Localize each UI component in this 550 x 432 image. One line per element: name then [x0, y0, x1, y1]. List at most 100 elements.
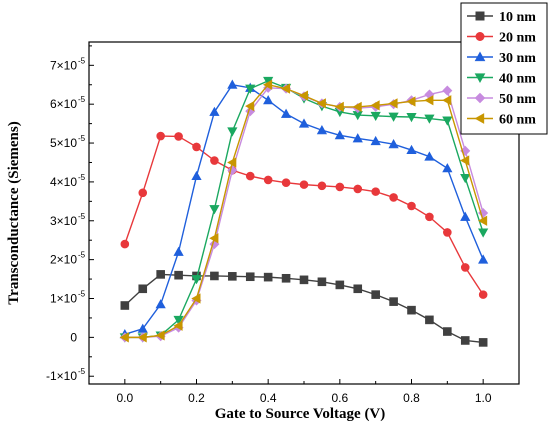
data-point: [155, 299, 166, 309]
data-point: [210, 156, 219, 165]
series-30-nm: [119, 79, 489, 339]
legend-marker: [474, 113, 485, 124]
data-point: [335, 280, 345, 290]
data-point: [352, 101, 362, 113]
data-point: [442, 116, 453, 126]
data-point: [174, 270, 183, 280]
y-tick-exponent: -5: [78, 251, 86, 260]
data-point: [174, 132, 183, 141]
data-point: [173, 246, 184, 256]
data-point: [478, 338, 488, 347]
y-tick-exponent: -5: [78, 290, 86, 299]
legend-marker: [475, 31, 485, 41]
series-40-nm: [119, 76, 489, 343]
data-point: [370, 135, 381, 146]
data-point: [425, 212, 434, 222]
x-tick-label: 0.8: [403, 391, 420, 405]
legend: 10 nm 20 nm 30 nm 40 nm 50 nm 60 nm: [460, 2, 548, 135]
legend-marker: [475, 11, 485, 21]
data-point: [478, 228, 489, 238]
legend-box: [460, 2, 548, 135]
legend-label: 40 nm: [499, 72, 536, 87]
data-point: [478, 254, 489, 264]
data-point: [227, 127, 238, 137]
y-tick-label: 7×10: [50, 58, 77, 72]
x-tick-label: 1.0: [475, 391, 492, 405]
x-tick-label: 0.0: [116, 391, 133, 405]
data-point: [120, 239, 130, 249]
data-point: [191, 293, 201, 304]
y-tick-label: 2×10: [50, 253, 77, 267]
y-axis-title: Transconductance (Siemens): [6, 121, 22, 304]
data-point: [316, 125, 328, 135]
y-tick-label: 6×10: [50, 97, 77, 111]
data-point: [137, 332, 147, 343]
data-point: [371, 290, 380, 299]
data-point: [120, 301, 130, 310]
data-point: [406, 113, 417, 123]
data-point: [173, 315, 184, 326]
data-point: [191, 170, 202, 181]
data-point: [245, 101, 255, 112]
data-point: [298, 118, 310, 128]
x-axis-ticks: 0.0 0.2 0.4 0.6 0.8 1.0: [116, 379, 520, 405]
data-point: [281, 178, 291, 187]
data-point: [334, 130, 345, 140]
data-point: [371, 187, 380, 196]
data-point: [424, 151, 435, 161]
data-point: [263, 272, 273, 282]
y-tick-exponent: -5: [78, 367, 86, 376]
data-point: [210, 271, 219, 281]
data-point: [263, 175, 273, 185]
data-point: [191, 275, 202, 285]
y-tick-exponent: -5: [78, 212, 86, 221]
legend-marker: [474, 92, 486, 104]
series-60-nm: [119, 79, 488, 343]
data-point: [477, 215, 488, 226]
data-point: [388, 98, 398, 109]
data-point: [209, 233, 219, 244]
legend-label: 50 nm: [499, 92, 536, 107]
y-tick-exponent: -5: [78, 56, 86, 65]
x-tick-label: 0.6: [331, 391, 348, 405]
y-tick-label: 4×10: [50, 175, 77, 189]
data-point: [173, 320, 183, 331]
data-point: [353, 284, 363, 294]
data-point: [317, 277, 327, 287]
data-point: [138, 188, 148, 198]
data-point: [192, 142, 201, 152]
data-point: [263, 95, 274, 105]
data-point: [460, 174, 471, 184]
data-point: [334, 101, 344, 113]
data-point: [209, 205, 220, 215]
data-point: [407, 305, 416, 315]
x-tick-label: 0.4: [260, 391, 277, 405]
data-point: [353, 184, 363, 194]
data-point: [262, 79, 273, 90]
legend-marker: [474, 73, 486, 83]
data-point: [299, 275, 309, 285]
data-point: [442, 85, 453, 96]
data-point: [138, 284, 148, 294]
data-point: [245, 272, 255, 282]
legend-label: 60 nm: [499, 113, 536, 128]
data-point: [280, 83, 291, 94]
data-point: [370, 100, 380, 111]
y-tick-label: -1×10: [46, 369, 77, 383]
data-point: [460, 211, 471, 221]
y-axis-ticks: -1×10 -501×10 -52×10 -53×10 -54×10 -55×10 -56×…: [46, 45, 94, 383]
data-point: [407, 201, 416, 211]
y-tick-exponent: -5: [78, 95, 86, 104]
data-point: [227, 157, 237, 168]
data-point: [443, 228, 452, 237]
y-tick-label: 5×10: [50, 136, 77, 150]
series-layer: [119, 76, 489, 347]
legend-label: 30 nm: [499, 51, 536, 66]
data-point: [424, 114, 435, 124]
data-point: [370, 111, 381, 122]
legend-label: 20 nm: [499, 31, 536, 46]
data-point: [245, 84, 256, 94]
data-point: [478, 290, 488, 299]
data-point: [460, 155, 470, 166]
